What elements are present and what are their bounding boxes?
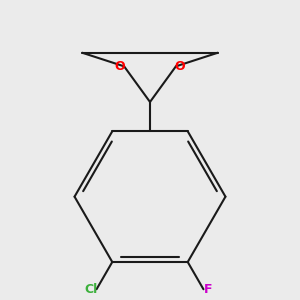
Text: O: O [175,60,185,73]
Text: F: F [203,283,212,296]
Text: Cl: Cl [85,283,98,296]
Text: O: O [115,60,125,73]
